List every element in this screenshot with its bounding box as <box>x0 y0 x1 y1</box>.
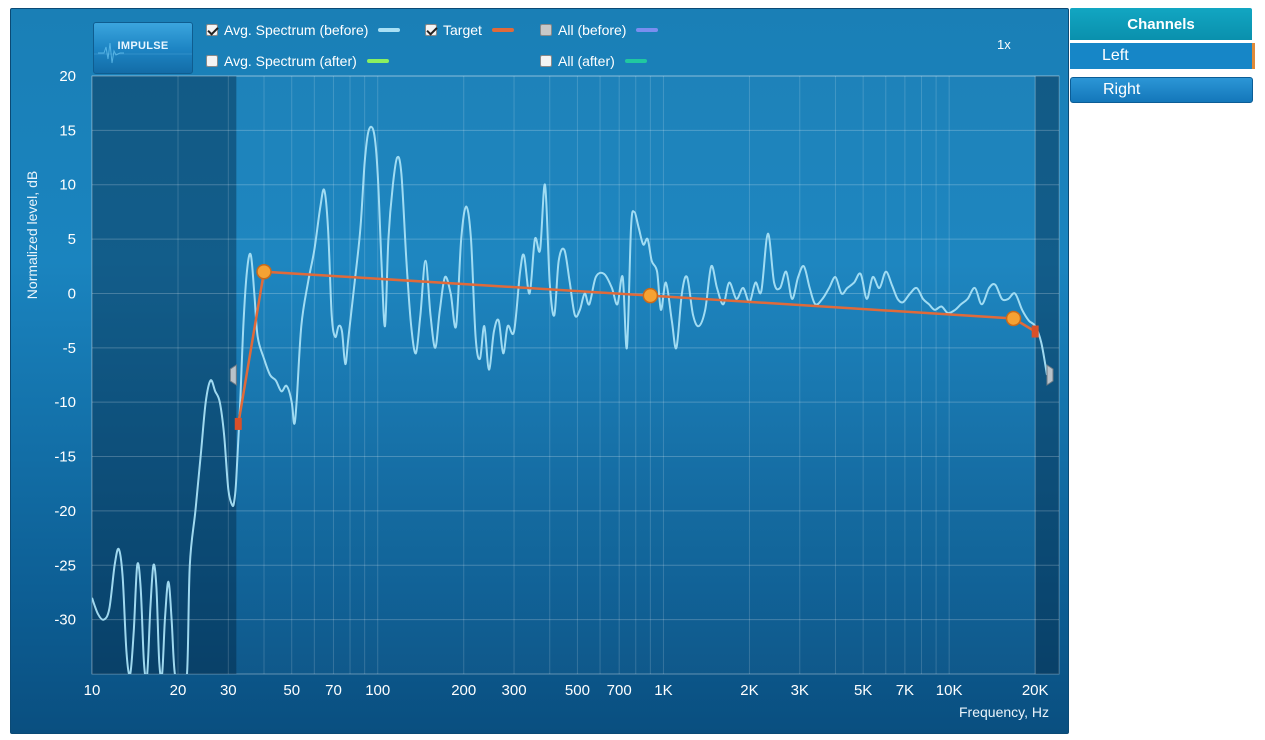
x-tick-label: 50 <box>283 682 300 699</box>
x-tick-label: 20 <box>170 682 187 699</box>
legend-swatch <box>491 28 514 32</box>
legend-swatch <box>636 28 659 32</box>
x-tick-label: 500 <box>565 682 590 699</box>
legend-label: All (before) <box>558 22 627 38</box>
y-tick-label: 15 <box>59 122 76 139</box>
x-tick-label: 30 <box>220 682 237 699</box>
x-axis-title: Frequency, Hz <box>959 704 1049 720</box>
target-handle[interactable] <box>1005 310 1022 327</box>
legend-swatch <box>624 59 647 63</box>
waveform-icon <box>94 42 192 64</box>
target-end-marker <box>1031 325 1039 338</box>
y-tick-label: -25 <box>54 557 76 574</box>
x-tick-label: 7K <box>896 682 914 699</box>
channel-right[interactable]: Right <box>1070 77 1253 103</box>
checkbox-target[interactable] <box>425 24 437 36</box>
checkbox-avg-spectrum-before[interactable] <box>206 24 218 36</box>
legend-swatch <box>378 28 401 32</box>
legend-label: Avg. Spectrum (before) <box>224 22 369 38</box>
target-end-marker <box>234 417 242 430</box>
range-limit-handle <box>229 364 237 386</box>
checkbox-all-before[interactable] <box>540 24 552 36</box>
x-tick-label: 10 <box>84 682 101 699</box>
x-tick-label: 10K <box>936 682 963 699</box>
x-tick-label: 1K <box>654 682 672 699</box>
excluded-region-low <box>92 76 237 674</box>
y-tick-label: 20 <box>59 68 76 85</box>
target-handle[interactable] <box>642 287 659 304</box>
plot-area <box>91 75 1060 675</box>
impulse-button[interactable]: IMPULSE <box>93 22 193 74</box>
x-tick-label: 3K <box>791 682 809 699</box>
y-tick-label: -5 <box>63 340 76 357</box>
legend-all-before[interactable]: All (before) <box>540 21 659 39</box>
checkbox-all-after[interactable] <box>540 55 552 67</box>
legend-all-after[interactable]: All (after) <box>540 52 647 70</box>
spectrum-before-line <box>92 125 1048 674</box>
y-tick-label: -10 <box>54 394 76 411</box>
x-tick-label: 300 <box>502 682 527 699</box>
channel-left[interactable]: Left <box>1070 43 1255 69</box>
legend-label: Target <box>443 22 482 38</box>
y-tick-label: 0 <box>68 285 76 302</box>
chart-panel: 20 15 10 5 0 -5 -10 -15 -20 -25 -30 10 20 30 50 70 100 20… <box>10 8 1069 734</box>
range-limit-handle <box>1046 364 1054 386</box>
zoom-level[interactable]: 1x <box>997 37 1011 52</box>
y-axis-title: Normalized level, dB <box>24 171 40 299</box>
channels-header: Channels <box>1070 8 1252 40</box>
channels-sidebar: Channels Left Right <box>1068 0 1265 740</box>
x-tick-label: 700 <box>607 682 632 699</box>
y-tick-label: 5 <box>68 231 76 248</box>
legend-avg-spectrum-after[interactable]: Avg. Spectrum (after) <box>206 52 389 70</box>
y-tick-label: -30 <box>54 612 76 629</box>
y-tick-label: -20 <box>54 503 76 520</box>
legend-swatch <box>366 59 389 63</box>
target-handle[interactable] <box>256 263 272 280</box>
x-tick-label: 20K <box>1022 682 1049 699</box>
legend-avg-spectrum-before[interactable]: Avg. Spectrum (before) <box>206 21 401 39</box>
checkbox-avg-spectrum-after[interactable] <box>206 55 218 67</box>
legend-label: Avg. Spectrum (after) <box>224 53 357 69</box>
y-tick-label: -15 <box>54 449 76 466</box>
channel-label: Left <box>1102 47 1129 64</box>
x-tick-label: 70 <box>325 682 342 699</box>
x-tick-label: 200 <box>451 682 476 699</box>
legend-label: All (after) <box>558 53 615 69</box>
y-tick-label: 10 <box>59 177 76 194</box>
x-tick-label: 5K <box>854 682 872 699</box>
impulse-label: IMPULSE <box>117 40 169 52</box>
x-tick-label: 100 <box>365 682 390 699</box>
x-tick-label: 2K <box>740 682 758 699</box>
channel-label: Right <box>1103 81 1141 98</box>
legend-target[interactable]: Target <box>425 21 514 39</box>
